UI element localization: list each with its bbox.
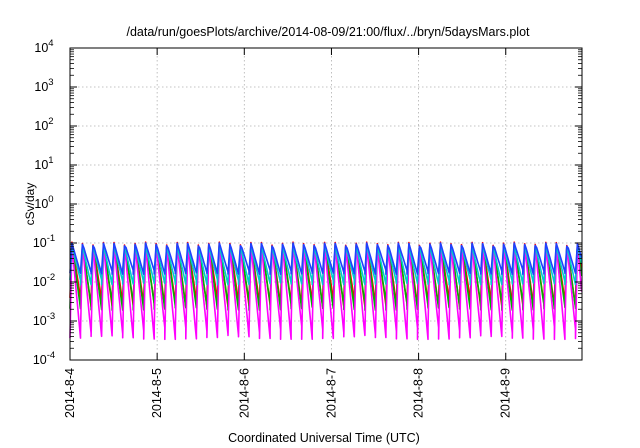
y-tick-label: 10-1 <box>33 233 55 250</box>
x-tick-label: 2014-8-4 <box>63 368 77 418</box>
series-line <box>69 242 583 275</box>
y-tick-base: 10 <box>33 353 47 367</box>
x-tick-labels: 2014-8-4 2014-8-5 2014-8-6 2014-8-7 2014-8-8… <box>63 368 513 418</box>
y-tick-exponent: -3 <box>47 311 55 322</box>
y-tick-base: 10 <box>34 158 48 172</box>
y-tick-exponent: 2 <box>48 116 53 127</box>
series-group <box>69 241 583 341</box>
y-tick-exponent: -1 <box>47 233 55 244</box>
y-tick-exponent: 4 <box>48 38 53 49</box>
y-tick-base: 10 <box>33 275 47 289</box>
x-tick-label: 2014-8-7 <box>324 368 338 418</box>
y-tick-label: 10-4 <box>33 350 55 367</box>
y-tick-exponent: 3 <box>48 77 53 88</box>
y-tick-exponent: -4 <box>47 350 55 361</box>
x-tick-label: 2014-8-5 <box>150 368 164 418</box>
tick-marks <box>69 47 582 361</box>
x-tick-label: 2014-8-6 <box>237 368 251 418</box>
y-tick-label: 103 <box>34 77 53 94</box>
y-axis-label: cSv/day <box>23 183 37 226</box>
x-axis-label: Coordinated Universal Time (UTC) <box>228 431 420 445</box>
y-tick-base: 10 <box>34 80 48 94</box>
y-tick-label: 101 <box>34 155 53 172</box>
y-tick-exponent: 1 <box>48 155 53 166</box>
x-tick-label: 2014-8-9 <box>499 368 513 418</box>
y-tick-label: 104 <box>34 38 53 55</box>
series-line <box>69 244 583 341</box>
y-tick-base: 10 <box>33 236 47 250</box>
y-tick-exponent: 0 <box>48 194 53 205</box>
x-tick-label: 2014-8-8 <box>412 368 426 418</box>
y-tick-label: 10-2 <box>33 272 55 289</box>
chart-title: /data/run/goesPlots/archive/2014-08-09/2… <box>126 25 530 39</box>
grid-lines <box>70 48 582 360</box>
y-tick-base: 10 <box>34 119 48 133</box>
y-tick-base: 10 <box>34 41 48 55</box>
y-tick-label: 102 <box>34 116 53 133</box>
y-tick-label: 10-3 <box>33 311 55 328</box>
y-tick-base: 10 <box>34 197 48 211</box>
y-tick-label: 100 <box>34 194 53 211</box>
y-tick-exponent: -2 <box>47 272 55 283</box>
y-tick-base: 10 <box>33 314 47 328</box>
